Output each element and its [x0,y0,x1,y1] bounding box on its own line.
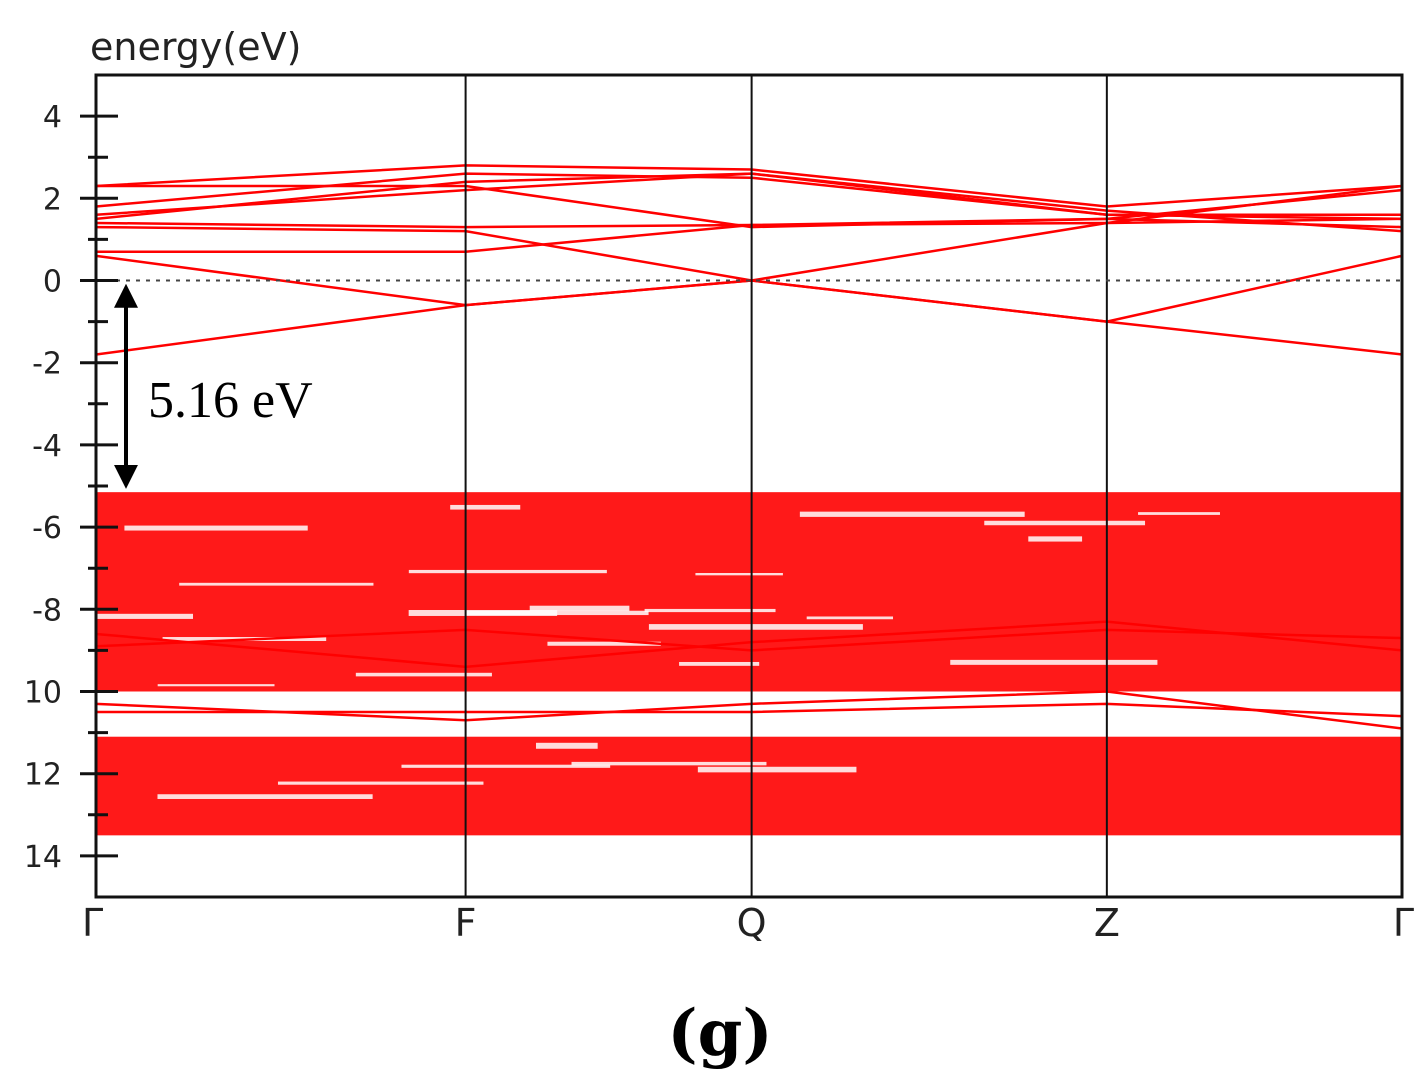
band-gap-streak [535,742,598,749]
band-gap-streak [96,613,194,619]
band-gap-streak [179,582,374,586]
y-axis-label: energy(eV) [90,25,301,69]
x-tick-label: Z [1094,901,1120,945]
x-tick-label: Γ [1393,901,1414,945]
x-tick-label: Q [737,901,767,945]
band-gap-streak [157,794,373,799]
band-gap-streak [1028,536,1083,542]
band-gap-streak [644,608,776,613]
band-gap-streak [124,525,308,531]
y-tick-label: 2 [43,182,62,217]
band-gap-streak [465,610,649,616]
band-gap-streak [157,684,275,687]
series-band-v-deep2 [96,702,1402,718]
y-tick-label: -2 [32,347,62,382]
y-tick-label: 10 [24,676,62,711]
y-tick-label: -6 [32,511,62,546]
x-tick-label: F [455,901,477,945]
x-tick-label: Γ [82,901,103,945]
band-gap-streak [547,641,661,646]
series-band-c2 [96,279,1402,356]
series-band-c10 [96,172,1402,221]
band-gap-streak [695,572,783,576]
band-gap-streak [697,766,857,773]
y-axis-ticks: 4 2 0 -2 -4 -6 -8 10 12 14 [24,100,118,875]
band-lines-layer [96,164,1402,836]
band-gap-streak [984,520,1146,526]
band-gap-streak [401,764,611,768]
series-band-v-deep1 [96,690,1402,730]
band-gap-streak [277,781,484,785]
gap-label: 5.16 eV [148,372,313,429]
y-tick-label: 0 [43,265,62,300]
y-tick-label: 12 [24,758,62,793]
band-gap-streak [799,511,1025,517]
band-gap-streak [529,605,630,612]
figure-caption: (g) [667,996,772,1071]
band-gap-streak [1138,512,1220,515]
series-band-c3 [96,217,1402,253]
series-band-c1 [96,254,1402,323]
band-gap-streak [571,761,767,766]
band-valence-block-upper [96,492,1402,692]
band-gap-streak [679,661,760,666]
y-tick-label: -4 [32,429,62,464]
band-gap-streak [450,504,521,510]
band-gap-streak [408,569,607,574]
band-gap-streak [950,659,1158,665]
band-gap-streak [355,672,492,677]
y-tick-label: 4 [43,100,62,135]
band-gap-streak [648,624,863,630]
band-valence-block-lower [96,736,1402,836]
y-tick-label: 14 [24,840,62,875]
band-gap-streak [806,616,894,620]
k-point-gridlines [464,75,1108,897]
y-tick-label: -8 [32,593,62,628]
